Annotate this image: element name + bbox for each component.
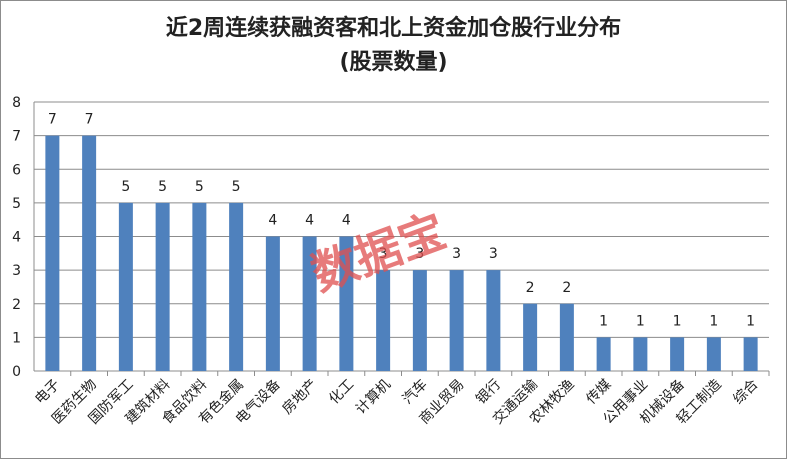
data-label: 3 xyxy=(379,246,388,262)
x-tick-label: 计算机 xyxy=(353,377,394,418)
x-tick-label: 综合 xyxy=(730,377,761,408)
bar xyxy=(559,303,574,371)
bar xyxy=(302,236,317,371)
bar xyxy=(339,236,354,371)
data-label: 7 xyxy=(48,112,57,128)
bar xyxy=(192,202,207,371)
chart-subtitle: (股票数量) xyxy=(339,50,448,75)
bar xyxy=(412,270,427,371)
data-label: 3 xyxy=(452,246,461,262)
y-tick-label: 8 xyxy=(12,95,21,111)
bar xyxy=(82,135,97,371)
x-tick-label: 汽车 xyxy=(399,376,431,408)
y-tick-label: 4 xyxy=(12,230,21,246)
y-tick-label: 3 xyxy=(12,263,21,279)
data-label: 2 xyxy=(562,280,571,296)
data-label: 1 xyxy=(746,313,755,329)
y-tick-label: 0 xyxy=(12,364,21,380)
bar xyxy=(45,135,60,371)
data-label: 5 xyxy=(232,179,241,195)
bar xyxy=(523,303,538,371)
y-tick-label: 5 xyxy=(12,196,21,212)
data-label: 1 xyxy=(709,313,718,329)
x-tick-label: 化工 xyxy=(326,377,357,408)
bar xyxy=(596,337,611,371)
x-tick-label: 房地产 xyxy=(279,377,320,418)
bar xyxy=(706,337,721,371)
bars xyxy=(45,135,758,371)
y-tick-label: 7 xyxy=(12,129,21,145)
bar xyxy=(229,202,244,371)
data-label: 4 xyxy=(268,213,277,229)
bar xyxy=(449,270,464,371)
bar xyxy=(376,270,391,371)
data-label: 1 xyxy=(636,313,645,329)
data-label: 2 xyxy=(526,280,535,296)
data-label: 3 xyxy=(415,246,424,262)
data-label: 1 xyxy=(599,313,608,329)
bar xyxy=(743,337,758,371)
data-label: 4 xyxy=(305,213,314,229)
data-label: 1 xyxy=(673,313,682,329)
bar xyxy=(155,202,170,371)
x-tick-label: 传媒 xyxy=(583,377,614,408)
bar xyxy=(118,202,133,371)
data-label: 5 xyxy=(158,179,167,195)
bar xyxy=(633,337,648,371)
bar xyxy=(265,236,280,371)
data-label: 7 xyxy=(85,112,94,128)
bar xyxy=(670,337,685,371)
data-label: 3 xyxy=(489,246,498,262)
x-tick-label: 银行 xyxy=(473,377,504,408)
data-label: 5 xyxy=(121,179,130,195)
chart-title: 近2周连续获融资客和北上资金加仓股行业分布 xyxy=(165,16,622,41)
bar xyxy=(486,270,501,371)
data-labels: 7 7 5 5 5 5 4 4 4 3 3 3 3 2 2 1 1 1 1 1 xyxy=(48,112,755,330)
y-tick-label: 1 xyxy=(12,330,21,346)
y-tick-label: 2 xyxy=(12,297,21,313)
data-label: 4 xyxy=(342,213,351,229)
x-tick-label: 电子 xyxy=(32,377,63,408)
data-label: 5 xyxy=(195,179,204,195)
y-tick-label: 6 xyxy=(12,162,21,178)
y-axis: 0 1 2 3 4 5 6 7 8 xyxy=(12,95,35,380)
